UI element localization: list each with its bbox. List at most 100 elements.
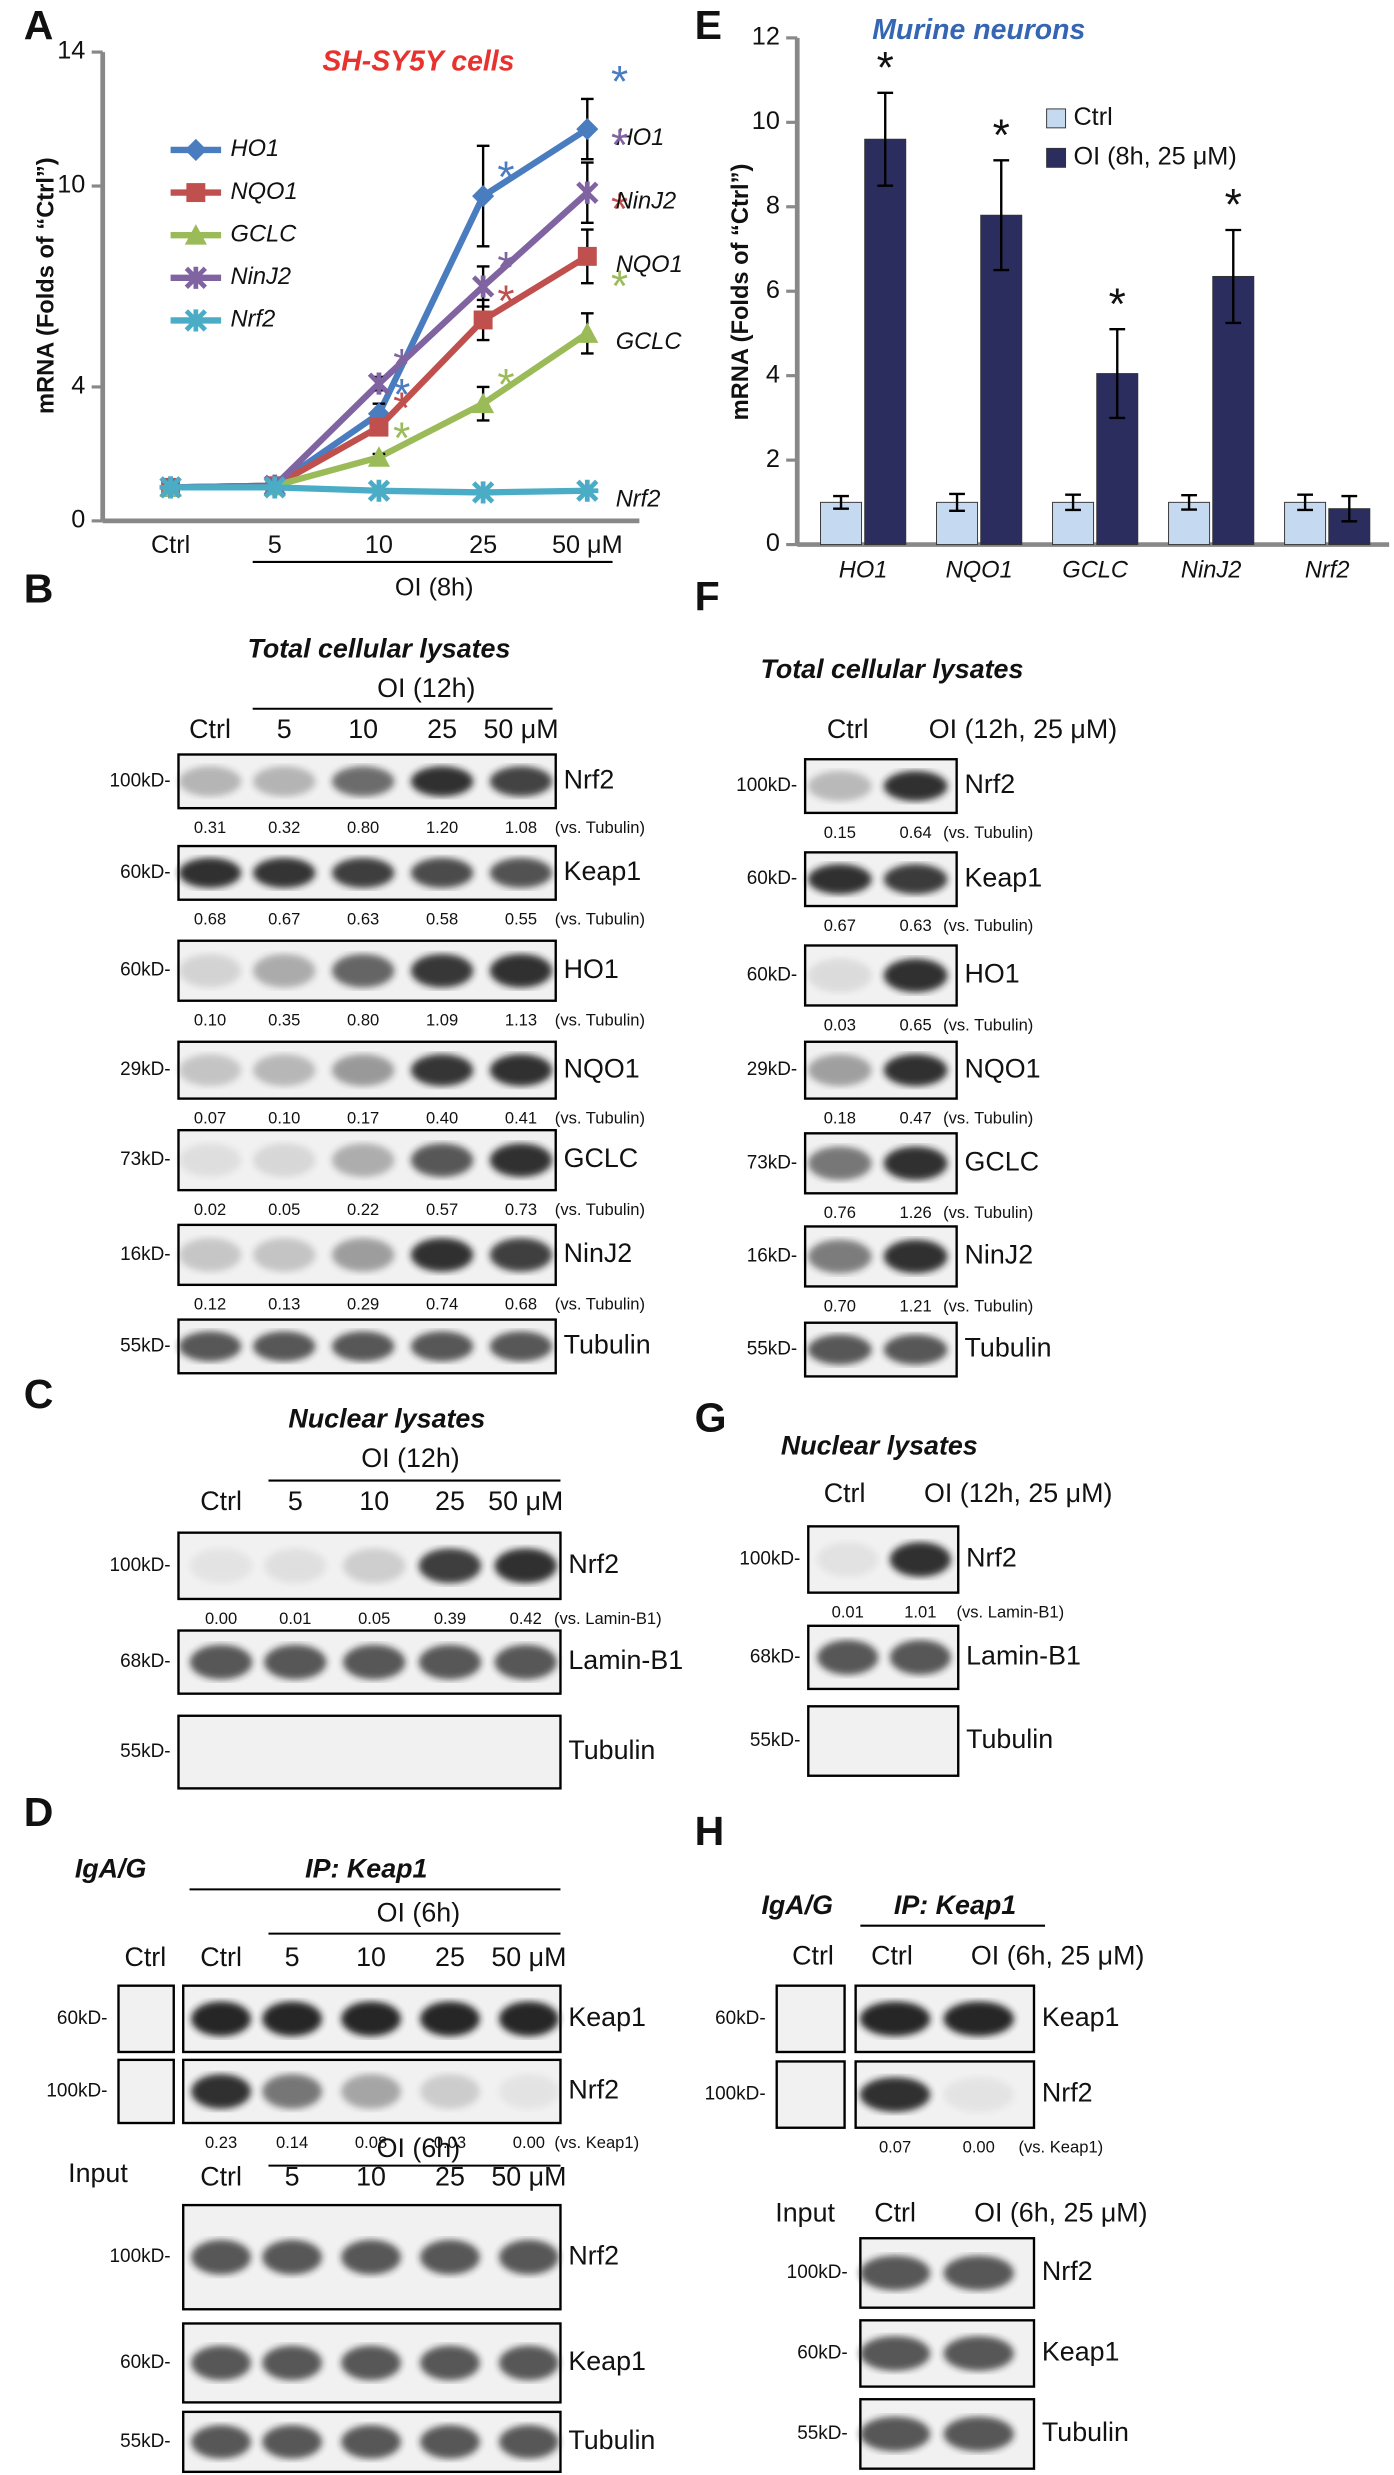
band: [420, 2425, 480, 2459]
mw-label: 60kD-: [120, 862, 171, 883]
protein-label: NQO1: [564, 1053, 640, 1083]
legend-label: NinJ2: [231, 264, 291, 290]
protein-label: HO1: [965, 959, 1020, 989]
protein-label: Keap1: [568, 2002, 646, 2032]
band: [191, 2425, 251, 2459]
marker: [184, 266, 207, 289]
mw-label: 100kD-: [110, 1555, 171, 1576]
quant-value: 0.10: [268, 1108, 300, 1127]
lane-label: 25: [435, 1486, 465, 1516]
quant-value: 0.03: [434, 2133, 466, 2152]
quant-value: 0.05: [268, 1200, 300, 1219]
protein-label: Nrf2: [564, 764, 615, 794]
marker: [184, 138, 207, 162]
protein-label: Nrf2: [1042, 2256, 1093, 2286]
lane-label: 50 μM: [491, 1942, 566, 1972]
protein-label: Nrf2: [568, 1549, 619, 1579]
quant-reference: (vs. Lamin-B1): [956, 1603, 1064, 1622]
mw-label: 60kD-: [747, 964, 798, 985]
significance-star: *: [1225, 181, 1242, 230]
band: [420, 2345, 480, 2381]
band: [253, 1331, 316, 1362]
protein-label: HO1: [564, 954, 619, 984]
quant-value: 0.80: [347, 818, 379, 837]
lane-label: OI (12h, 25 μM): [929, 714, 1117, 744]
protein-label: Nrf2: [1042, 2078, 1093, 2108]
band: [943, 2416, 1014, 2452]
lane-label: Ctrl: [824, 1478, 866, 1508]
band: [178, 857, 242, 888]
marker: [471, 275, 495, 298]
band: [489, 953, 553, 988]
mw-label: 60kD-: [57, 2008, 108, 2029]
legend-label: Ctrl: [1073, 103, 1112, 131]
significance-star: *: [497, 243, 514, 292]
mw-label: 29kD-: [747, 1059, 798, 1080]
band: [410, 766, 474, 797]
protein-label: GCLC: [564, 1143, 639, 1173]
panel-letter: E: [695, 2, 722, 48]
band: [859, 2001, 931, 2037]
protein-label: Tubulin: [568, 2425, 655, 2455]
x-tick-label: 25: [469, 531, 497, 559]
significance-star: *: [497, 277, 514, 326]
marker: [472, 185, 495, 208]
lane-label: Ctrl: [200, 1486, 242, 1516]
blot-frame: [117, 2058, 175, 2125]
protein-label: NQO1: [965, 1053, 1041, 1083]
mw-label: 68kD-: [750, 1646, 801, 1667]
quant-value: 0.13: [268, 1295, 300, 1314]
quant-reference: (vs. Tubulin): [555, 1295, 645, 1314]
band: [859, 2336, 931, 2371]
lane-label: 10: [348, 714, 378, 744]
band: [410, 1054, 474, 1087]
x-tick-label: NQO1: [946, 558, 1013, 584]
quant-value: 0.58: [426, 910, 458, 929]
band: [889, 1542, 951, 1577]
y-axis-label: mRNA (Folds of “Ctrl”): [728, 164, 754, 421]
protein-label: Nrf2: [568, 2075, 619, 2105]
band: [332, 766, 395, 797]
band: [420, 2239, 480, 2275]
band: [253, 1054, 316, 1087]
protein-label: Keap1: [1042, 2337, 1120, 2367]
band: [178, 1054, 242, 1087]
quant-value: 0.55: [505, 910, 537, 929]
marker: [576, 322, 599, 343]
band: [808, 1334, 872, 1365]
marker: [577, 246, 597, 266]
marker: [367, 446, 390, 467]
lane-label: 50 μM: [488, 1486, 563, 1516]
quant-reference: (vs. Keap1): [554, 2133, 639, 2152]
protein-label: Keap1: [564, 856, 642, 886]
quant-value: 0.08: [355, 2133, 387, 2152]
band: [499, 2074, 559, 2109]
lane-label: 5: [285, 2161, 300, 2191]
protein-label: Nrf2: [966, 1543, 1017, 1573]
protein-label: Tubulin: [965, 1333, 1052, 1363]
lane-label: Ctrl: [827, 714, 869, 744]
quant-value: 0.63: [899, 916, 931, 935]
band: [808, 1054, 872, 1087]
band: [817, 1542, 879, 1577]
error-bar: [1181, 493, 1197, 511]
marker: [263, 476, 286, 499]
band: [420, 2074, 480, 2109]
blot-header: Nuclear lysates: [288, 1404, 485, 1434]
band: [189, 1644, 253, 1680]
band: [410, 1331, 474, 1362]
lane-label: 25: [435, 1942, 465, 1972]
mw-label: 73kD-: [747, 1152, 798, 1173]
quant-reference: (vs. Tubulin): [943, 1015, 1033, 1034]
treatment-label: OI (6h): [377, 1898, 460, 1928]
lane-label: Ctrl: [871, 1940, 913, 1970]
quant-value: 0.42: [510, 1609, 542, 1628]
ig-label: IgA/G: [761, 1890, 833, 1920]
significance-star: *: [1109, 280, 1126, 329]
protein-label: Tubulin: [568, 1735, 655, 1765]
y-tick-label: 14: [57, 37, 85, 65]
significance-star: *: [993, 111, 1010, 160]
quant-reference: (vs. Tubulin): [943, 1296, 1033, 1315]
quant-reference: (vs. Tubulin): [943, 1203, 1033, 1222]
band: [489, 1331, 553, 1362]
